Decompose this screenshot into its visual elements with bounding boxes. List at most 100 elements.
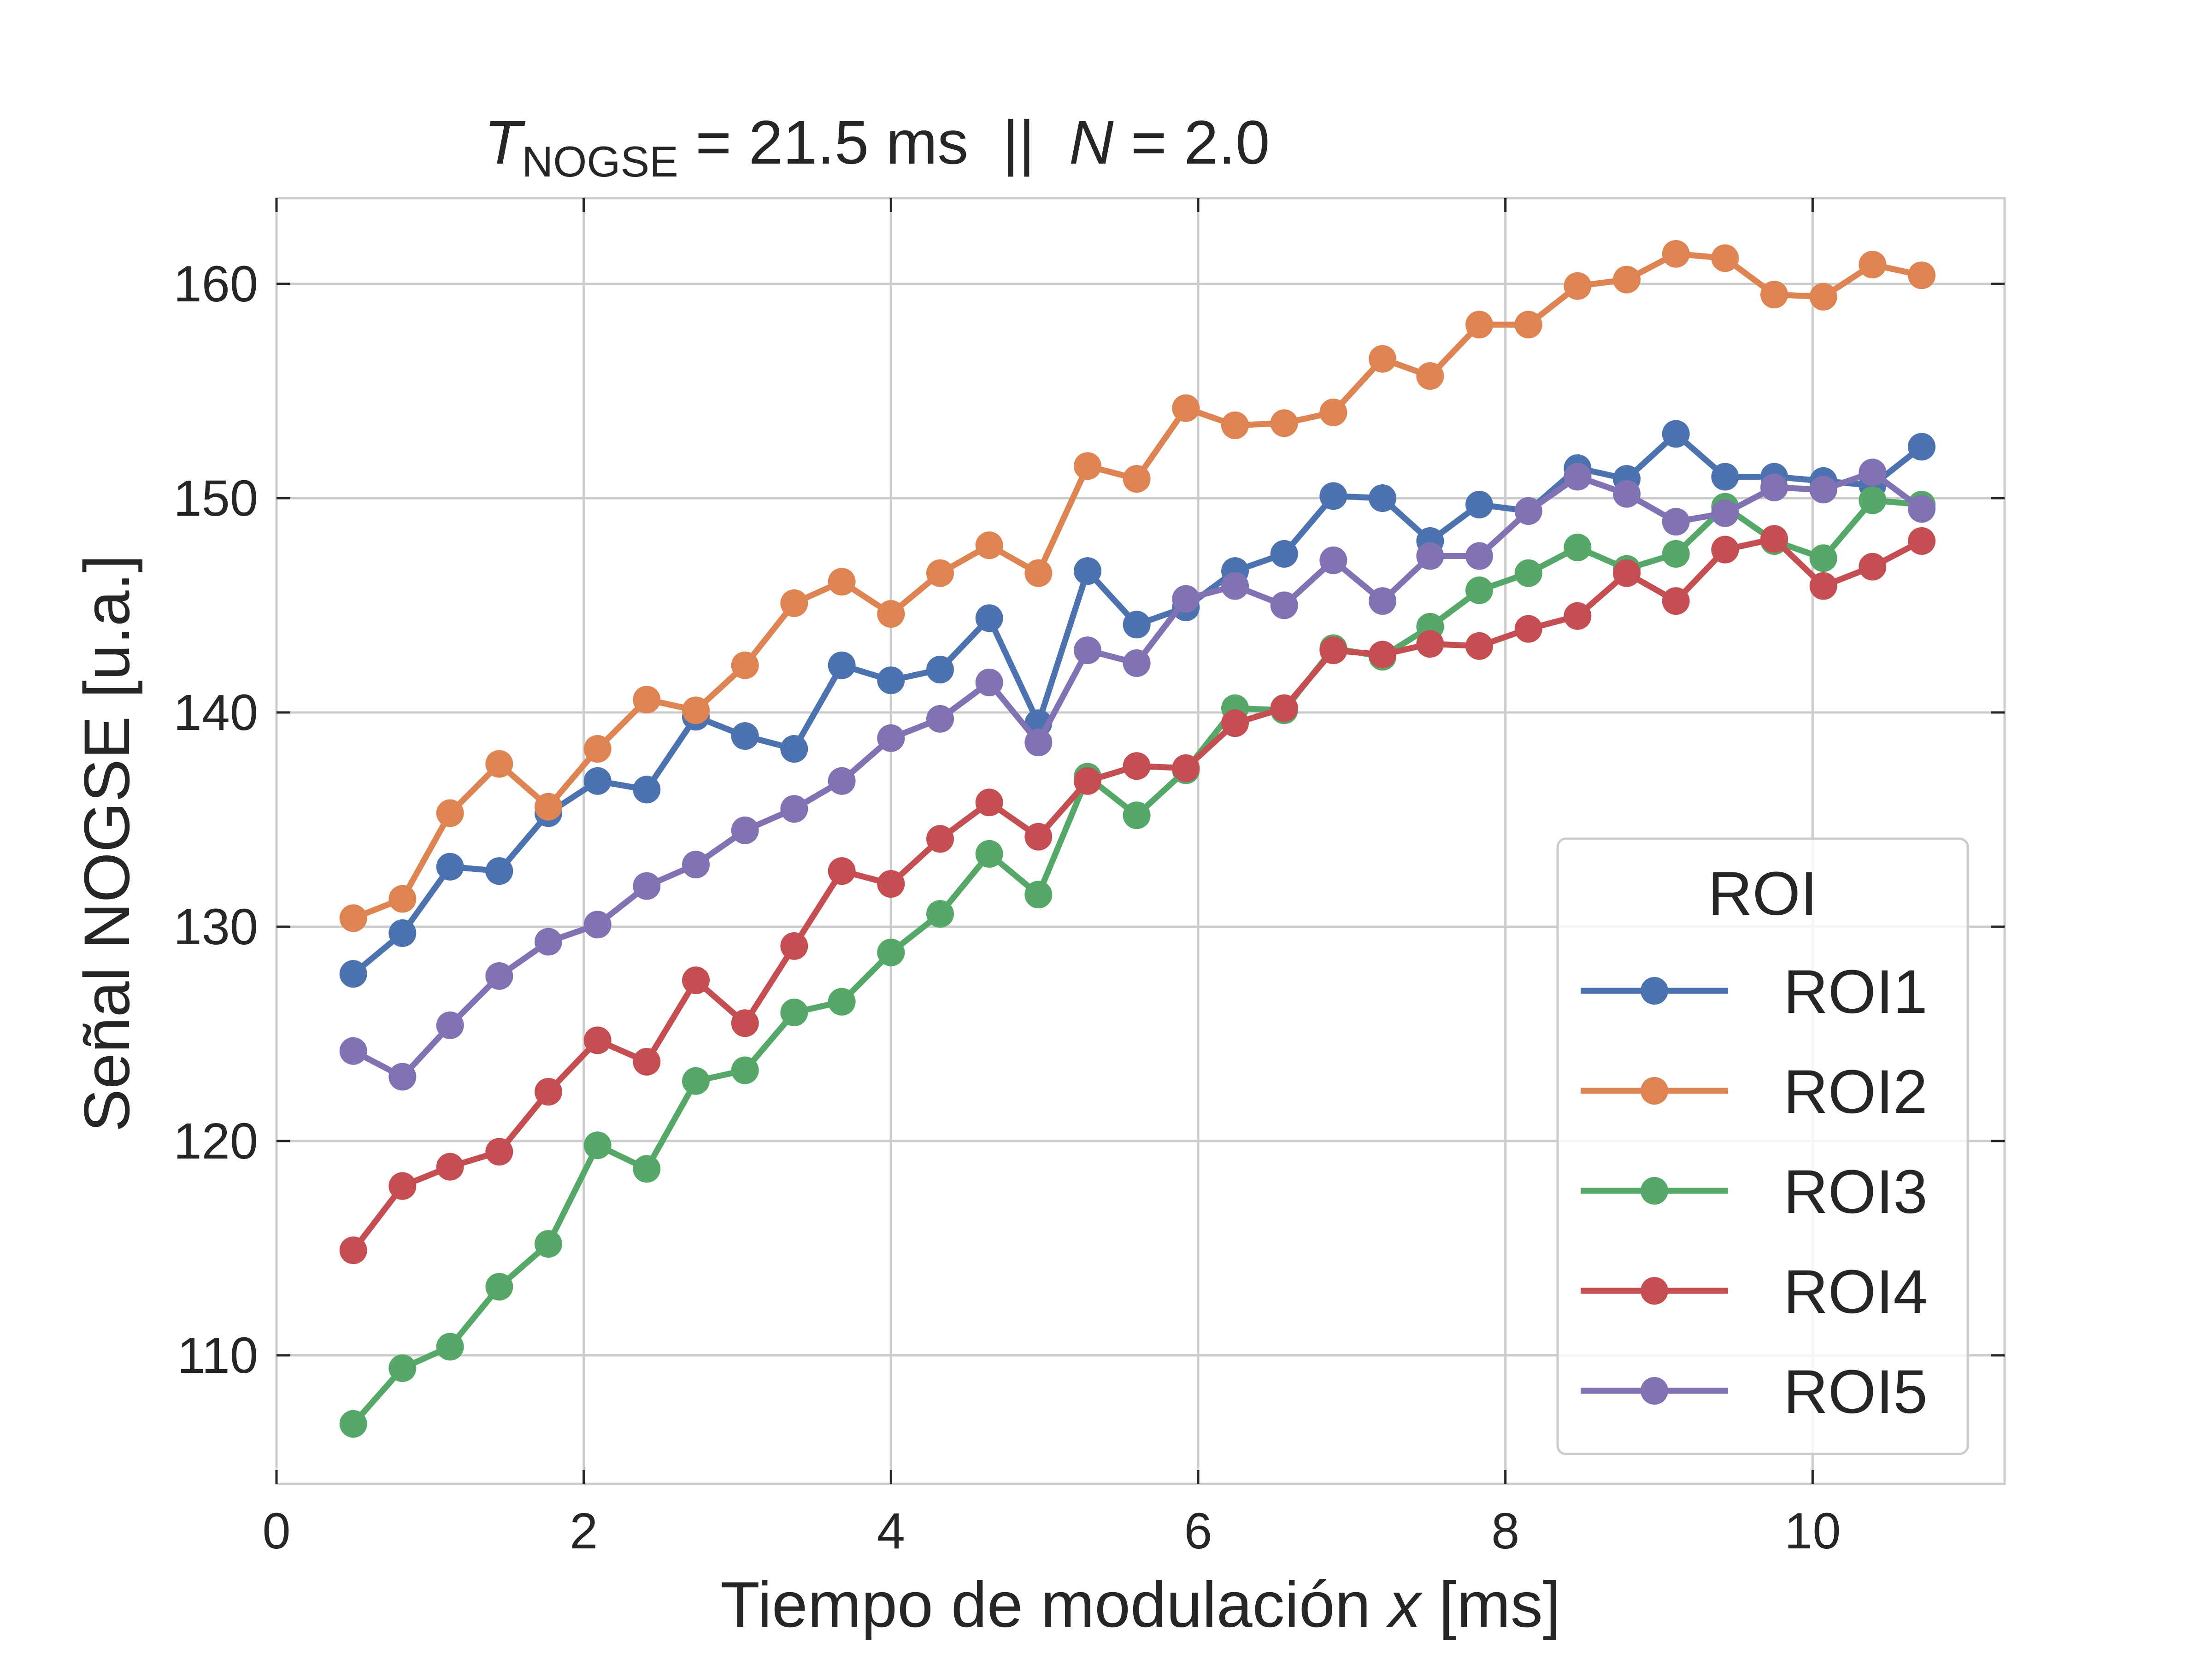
x-tick-label: 6: [1184, 1503, 1212, 1559]
x-tick-label: 2: [570, 1503, 598, 1559]
legend-label: ROI3: [1783, 1158, 1928, 1226]
data-point: [1270, 540, 1298, 568]
data-point: [1270, 591, 1298, 619]
data-point: [1859, 486, 1887, 514]
data-point: [731, 651, 759, 679]
ticks: 0 2 4 6 8 10 110 120 130 140 150 160: [173, 198, 2005, 1559]
data-point: [828, 767, 856, 795]
legend-label: ROI1: [1783, 958, 1928, 1026]
legend-marker: [1641, 1077, 1668, 1105]
data-point: [485, 750, 513, 778]
data-point: [828, 651, 856, 679]
data-point: [780, 795, 808, 823]
data-point: [339, 1410, 367, 1438]
data-point: [780, 589, 808, 617]
data-point: [633, 776, 661, 804]
data-point: [535, 1230, 562, 1258]
y-tick-label: 140: [173, 684, 258, 741]
data-point: [1514, 559, 1542, 587]
legend: ROI ROI1 ROI2 ROI3 ROI4 ROI5: [1556, 837, 1969, 1455]
data-point: [1859, 459, 1887, 487]
data-point: [1564, 272, 1592, 300]
data-point: [1123, 649, 1151, 677]
series-roi4: [339, 525, 1936, 1265]
data-point: [1613, 265, 1641, 294]
x-axis-label: Tiempo de modulación x [ms]: [720, 1568, 1560, 1641]
data-point: [1024, 559, 1053, 587]
x-axis-label-unit: [ms]: [1421, 1568, 1560, 1641]
data-point: [877, 938, 905, 966]
data-point: [1123, 611, 1151, 639]
data-point: [633, 1155, 661, 1183]
data-point: [975, 840, 1003, 868]
data-point: [1809, 544, 1837, 572]
data-point: [1270, 694, 1298, 722]
data-point: [388, 1354, 417, 1382]
data-point: [1809, 282, 1837, 311]
data-point: [1465, 576, 1493, 604]
data-point: [1221, 572, 1249, 600]
data-point: [1514, 311, 1542, 339]
data-point: [682, 696, 710, 724]
title-middle: = 21.5 ms ||: [678, 108, 1069, 177]
data-point: [1809, 572, 1837, 600]
title-suffix: = 2.0: [1114, 108, 1270, 177]
data-point: [1172, 585, 1200, 613]
data-point: [731, 1056, 759, 1084]
data-point: [926, 900, 954, 928]
x-tick-label: 10: [1784, 1503, 1841, 1559]
data-point: [1514, 615, 1542, 643]
data-point: [1172, 754, 1200, 782]
x-axis-label-var: x: [1386, 1568, 1423, 1641]
data-point: [828, 857, 856, 885]
data-point: [1564, 533, 1592, 561]
data-point: [485, 1273, 513, 1301]
data-point: [1908, 495, 1936, 523]
data-point: [731, 1009, 759, 1037]
data-point: [1662, 540, 1690, 568]
data-point: [535, 928, 562, 956]
data-point: [1074, 767, 1101, 795]
data-point: [1760, 473, 1788, 501]
data-point: [682, 1067, 710, 1095]
data-point: [1319, 399, 1347, 426]
data-point: [436, 1011, 464, 1039]
data-point: [1514, 497, 1542, 525]
legend-entry-roi3: ROI3: [1581, 1158, 1928, 1226]
data-point: [633, 1047, 661, 1076]
data-point: [1416, 362, 1444, 390]
x-tick-label: 0: [262, 1503, 290, 1559]
data-point: [485, 857, 513, 885]
data-point: [877, 870, 905, 898]
data-point: [1465, 311, 1493, 339]
data-point: [975, 788, 1003, 817]
data-point: [535, 1078, 562, 1106]
data-point: [436, 853, 464, 881]
data-point: [1369, 587, 1396, 615]
series-roi5: [339, 459, 1936, 1091]
x-axis-label-text: Tiempo de modulación: [720, 1568, 1388, 1641]
legend-marker: [1641, 977, 1668, 1005]
legend-entry-roi2: ROI2: [1581, 1058, 1928, 1126]
data-point: [1711, 244, 1739, 272]
data-point: [926, 656, 954, 683]
data-point: [1270, 409, 1298, 437]
data-point: [1465, 542, 1493, 570]
data-point: [485, 1138, 513, 1166]
data-point: [1221, 709, 1249, 737]
data-point: [1319, 482, 1347, 510]
title-subscript: NOGSE: [522, 137, 678, 186]
data-point: [975, 604, 1003, 632]
data-point: [388, 885, 417, 913]
data-point: [926, 825, 954, 853]
legend-marker: [1641, 1177, 1668, 1205]
data-point: [339, 960, 367, 988]
data-point: [339, 904, 367, 932]
data-point: [877, 666, 905, 694]
data-point: [1369, 641, 1396, 669]
data-point: [436, 1153, 464, 1181]
y-tick-label: 120: [173, 1113, 258, 1170]
data-point: [1564, 602, 1592, 630]
data-point: [877, 600, 905, 628]
title-n-symbol: N: [1069, 108, 1114, 177]
